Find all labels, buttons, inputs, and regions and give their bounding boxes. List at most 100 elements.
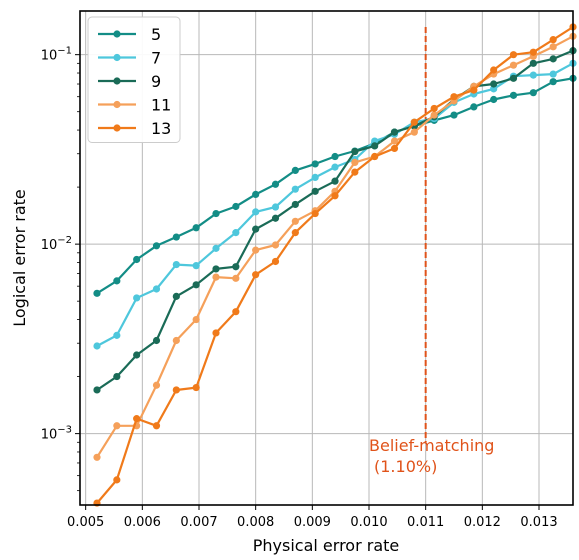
x-tick-label: 0.006 [124, 515, 161, 530]
data-point [549, 36, 557, 44]
data-point [291, 217, 299, 225]
data-point [192, 224, 200, 232]
data-point [212, 273, 220, 281]
data-point [529, 71, 537, 79]
data-point [152, 422, 161, 430]
data-point [252, 225, 260, 233]
data-point [351, 158, 359, 167]
data-point [549, 78, 557, 86]
plot-frame [79, 10, 574, 506]
data-point [133, 255, 141, 264]
x-tick-label: 0.012 [464, 515, 501, 530]
data-point [172, 386, 180, 394]
x-axis-label: Physical error rate [253, 536, 400, 555]
x-tick-label: 0.013 [520, 515, 557, 530]
y-tick-label: 10−3 [41, 425, 72, 443]
data-point [212, 209, 220, 218]
data-point [490, 95, 498, 104]
data-point [331, 152, 339, 161]
data-point [192, 281, 200, 289]
data-point [93, 386, 101, 394]
legend-marker [113, 30, 121, 38]
data-point [152, 381, 161, 389]
data-point [252, 246, 260, 254]
data-point [172, 292, 180, 300]
data-point [192, 315, 200, 324]
data-point [390, 137, 399, 145]
y-axis-label: Logical error rate [10, 189, 29, 326]
data-point [430, 104, 438, 113]
x-axis: 0.005 0.006 0.007 0.008 0.009 0.010 0.011 0.012… [67, 505, 558, 530]
data-point [351, 168, 359, 176]
data-point [311, 209, 319, 218]
data-point [470, 86, 478, 94]
legend-marker [113, 100, 121, 109]
data-point [232, 202, 240, 211]
data-point [113, 476, 121, 484]
data-point [152, 285, 161, 293]
data-point [93, 453, 101, 461]
data-point [291, 166, 299, 175]
data-point [351, 147, 359, 156]
data-point [172, 233, 180, 241]
x-tick-label: 0.009 [294, 515, 331, 530]
data-point [232, 263, 240, 271]
data-point [410, 118, 418, 126]
data-point [331, 163, 339, 171]
data-point [371, 152, 379, 161]
legend-marker [113, 77, 121, 85]
data-point [212, 329, 220, 337]
data-point [549, 70, 557, 78]
data-point [113, 277, 121, 285]
series-layer [93, 23, 577, 507]
data-point [152, 242, 161, 250]
data-point [113, 372, 121, 381]
data-point [390, 144, 399, 153]
x-tick-label: 0.011 [407, 515, 444, 530]
y-tick-label: 10−1 [41, 46, 72, 64]
legend-label: 5 [151, 25, 161, 44]
data-point [390, 128, 399, 136]
x-tick-label: 0.007 [180, 515, 217, 530]
data-point [271, 180, 280, 188]
data-point [509, 51, 518, 59]
legend: 5 7 9 11 13 [87, 16, 181, 143]
data-point [311, 173, 319, 182]
data-point [212, 244, 220, 252]
annotation-line-2: (1.10%) [374, 457, 437, 476]
annotation-line-1: Belief-matching [369, 436, 494, 455]
legend-box [87, 16, 181, 143]
data-point [232, 308, 240, 316]
data-point [113, 331, 121, 339]
data-point [252, 208, 260, 216]
data-point [93, 289, 101, 297]
series-9 [93, 47, 577, 394]
data-point [410, 128, 418, 136]
data-point [529, 89, 537, 97]
data-point [192, 262, 200, 270]
data-point [529, 59, 537, 67]
data-point [271, 257, 280, 266]
data-point [172, 336, 180, 345]
data-point [172, 260, 180, 269]
data-point [371, 142, 379, 150]
data-point [470, 103, 478, 111]
data-point [133, 415, 141, 423]
legend-label: 9 [151, 72, 161, 91]
data-point [490, 66, 498, 74]
data-point [271, 214, 280, 222]
data-point [232, 229, 240, 237]
data-point [311, 187, 319, 195]
data-point [133, 351, 141, 359]
data-point [509, 91, 518, 99]
data-point [212, 265, 220, 273]
data-point [311, 160, 319, 168]
data-point [490, 80, 498, 88]
data-point [133, 294, 141, 302]
y-tick-label: 10−2 [41, 235, 72, 253]
data-point [252, 271, 260, 279]
x-tick-label: 0.008 [237, 515, 274, 530]
data-point [252, 190, 260, 199]
data-point [192, 383, 200, 392]
